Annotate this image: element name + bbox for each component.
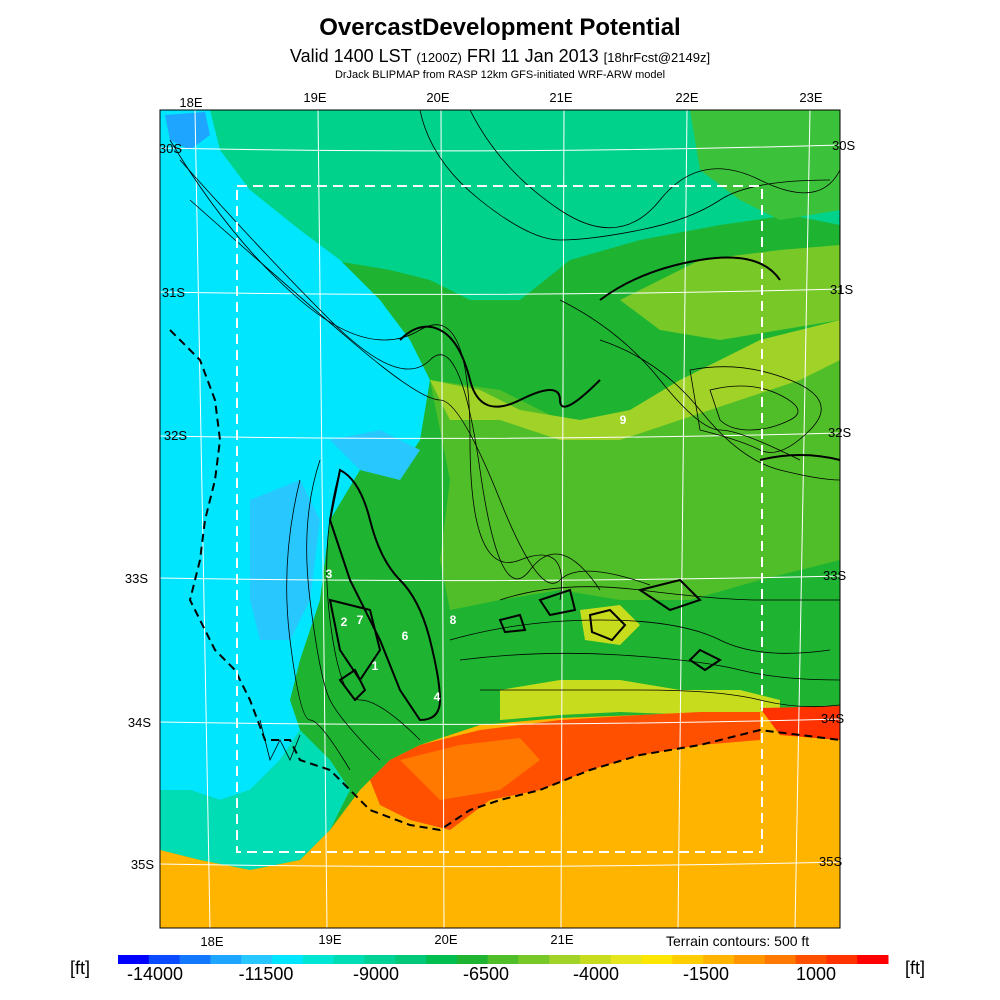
- map-frame: [159, 109, 841, 929]
- map-field: [160, 110, 840, 928]
- blue-patch-w: [250, 480, 320, 640]
- contour-label: 8: [450, 613, 457, 627]
- valid-date: FRI 11 Jan 2013: [466, 46, 599, 66]
- orange-south: [160, 712, 840, 928]
- right-lat-label: 32S: [828, 425, 851, 440]
- contour-label: 7: [357, 613, 364, 627]
- colorbar-swatch: [826, 955, 858, 964]
- colorbar-tick-label: -6500: [462, 964, 510, 984]
- left-lat-label: 33S: [125, 571, 148, 586]
- colorbar-swatch: [795, 955, 827, 964]
- bottom-lon-label: 21E: [550, 932, 573, 947]
- colorbar-swatch: [395, 955, 427, 964]
- colorbar-tick-label: -1500: [682, 964, 730, 984]
- right-lat-label: 33S: [823, 568, 846, 583]
- bottom-lon-label: 19E: [318, 932, 341, 947]
- colorbar-swatch: [364, 955, 396, 964]
- colorbar-tick-label: -11500: [238, 964, 294, 984]
- top-lon-label: 23E: [799, 90, 822, 105]
- yellowgreen-band: [430, 320, 840, 440]
- colorbar-swatch: [210, 955, 242, 964]
- left-lat-label: 34S: [128, 715, 151, 730]
- contour-label: 3: [326, 567, 333, 581]
- top-lon-labels: 18E 19E 20E 21E 22E 23E: [179, 90, 822, 110]
- forecast-info: [18hrFcst@2149z]: [603, 50, 711, 65]
- contour-label: 4: [434, 690, 441, 704]
- colorbar-swatch: [118, 955, 150, 964]
- valid-time-line: Valid 1400 LST (1200Z) FRI 11 Jan 2013 […: [0, 46, 1000, 67]
- orange-patch: [400, 738, 540, 800]
- top-lon-label: 21E: [549, 90, 572, 105]
- teal-sw: [160, 730, 350, 870]
- colorbar-swatch: [487, 955, 519, 964]
- colorbar-swatch: [456, 955, 489, 964]
- model-credit: DrJack BLIPMAP from RASP 12km GFS-initia…: [334, 69, 666, 81]
- contour-label: 6: [402, 629, 409, 643]
- colorbar-swatch: [333, 955, 365, 964]
- colorbar-swatch: [272, 955, 304, 964]
- blue-patch-nw: [165, 112, 210, 150]
- top-lon-label: 18E: [179, 95, 202, 110]
- colorbar-swatch: [518, 955, 550, 964]
- colorbar-swatch: [241, 955, 273, 964]
- utc-time: (1200Z): [416, 50, 462, 65]
- red-band: [370, 712, 760, 830]
- inner-domain-box: [236, 185, 763, 853]
- terrain-contours-note: Terrain contours: 500 ft: [666, 933, 810, 949]
- coastline: [169, 329, 840, 832]
- left-lat-labels: 30S 31S 32S 33S 34S 35S: [125, 141, 187, 872]
- colorbar-tick-label: -14000: [126, 964, 184, 984]
- colorbar-swatch: [610, 955, 643, 964]
- colorbar-swatch: [148, 955, 181, 964]
- right-lat-labels: 30S 31S 32S 33S 34S 35S: [819, 138, 855, 869]
- colorbar-tick-label: -9000: [352, 964, 400, 984]
- colorbar: [118, 955, 889, 964]
- colorbar-swatch: [703, 955, 735, 964]
- major-contours: [328, 256, 840, 722]
- chart-title: OvercastDevelopment Potential: [319, 14, 681, 41]
- bottom-lon-label: 20E: [434, 932, 457, 947]
- contour-value-labels: 9 3 2 7 6 8 1 4: [326, 413, 627, 704]
- contour-label: 2: [341, 615, 348, 629]
- left-lat-label: 31S: [162, 285, 185, 300]
- colorbar-swatch: [179, 955, 211, 964]
- contour-label: 9: [620, 413, 627, 427]
- top-lon-label: 19E: [303, 90, 326, 105]
- colorbar-tick-label: -4000: [572, 964, 620, 984]
- latlon-grid: [160, 110, 840, 928]
- colorbar-unit-right: [ft]: [905, 958, 926, 978]
- colorbar-swatch: [302, 955, 335, 964]
- colorbar-unit-left: [ft]: [70, 958, 91, 978]
- colorbar-swatch: [426, 955, 458, 964]
- lightgreen-ne: [620, 245, 840, 340]
- right-lat-label: 34S: [821, 711, 844, 726]
- top-lon-label: 22E: [675, 90, 698, 105]
- bottom-lon-label: 18E: [200, 934, 223, 949]
- bottom-lon-labels: 18E 19E 20E 21E: [200, 932, 573, 949]
- right-lat-label: 31S: [830, 282, 853, 297]
- colorbar-tick-label: 1000: [795, 964, 837, 984]
- colorbar-swatch: [734, 955, 766, 964]
- colorbar-swatch: [549, 955, 581, 964]
- colorbar-swatch: [641, 955, 673, 964]
- colorbar-swatch: [580, 955, 612, 964]
- left-lat-label: 32S: [164, 428, 187, 443]
- colorbar-swatch: [857, 955, 889, 964]
- cyan-coast: [160, 110, 430, 800]
- right-lat-label: 35S: [819, 854, 842, 869]
- top-lon-label: 20E: [426, 90, 449, 105]
- right-lat-label: 30S: [832, 138, 855, 153]
- left-lat-label: 35S: [131, 857, 154, 872]
- colorbar-swatch: [672, 955, 704, 964]
- contour-label: 1: [372, 659, 379, 673]
- valid-prefix: Valid 1400 LST: [289, 46, 412, 66]
- blue-patch-c: [330, 430, 420, 480]
- colorbar-swatch: [764, 955, 797, 964]
- yellow-spot: [580, 605, 640, 645]
- left-lat-label: 30S: [159, 141, 182, 156]
